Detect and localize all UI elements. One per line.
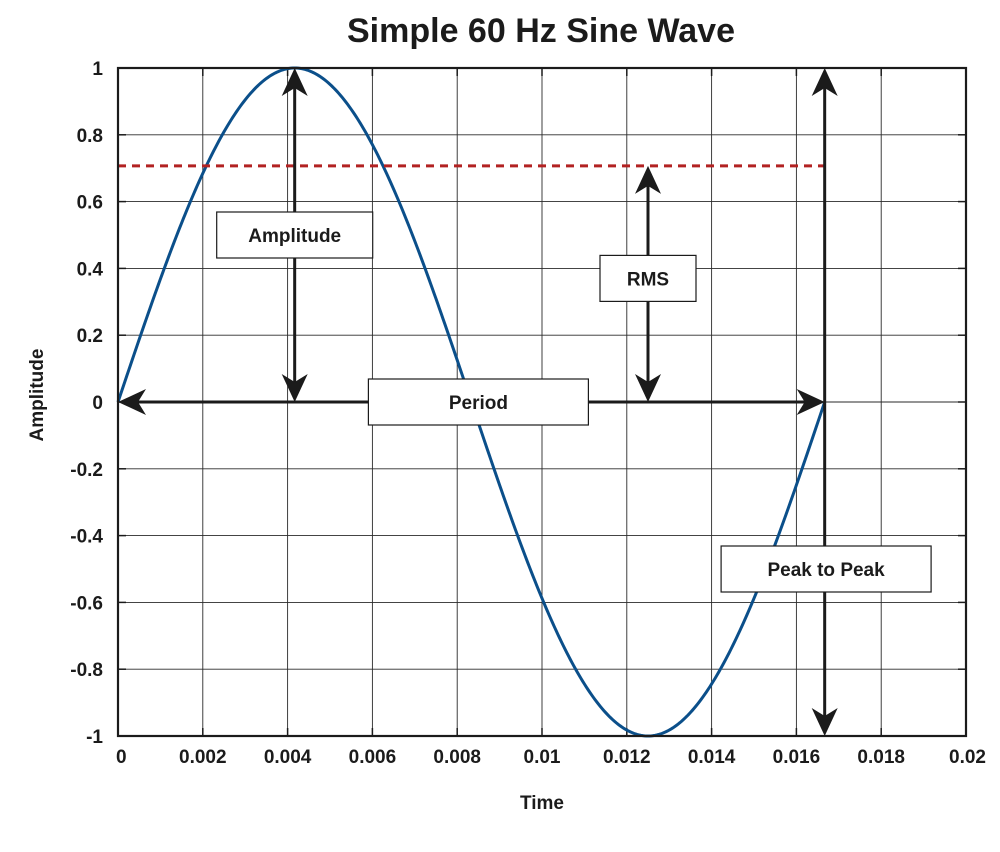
chart-title: Simple 60 Hz Sine Wave [347, 12, 735, 50]
annotation-labels: Amplitude RMS Period Peak to Peak [216, 211, 932, 593]
amplitude-arrowhead-end [281, 68, 308, 96]
x-axis-label: Time [520, 793, 564, 814]
amplitude-label-text: Amplitude [248, 226, 341, 247]
period-label-box [367, 378, 589, 426]
x-tick-label: 0.01 [524, 747, 561, 768]
plot-frame [116, 66, 968, 738]
amplitude-label-box [216, 211, 374, 259]
y-tick-label: 0 [92, 393, 103, 414]
period-arrowhead-start [118, 389, 146, 415]
period-label-text: Period [449, 393, 508, 414]
peak-to-peak-arrowhead-end [811, 68, 838, 96]
x-tick-label: 0.012 [603, 747, 651, 768]
y-tick-label: 1 [92, 59, 103, 80]
peak-to-peak-label-text: Peak to Peak [767, 560, 885, 581]
period-arrowhead-end [796, 389, 825, 415]
y-tick-label: -1 [86, 727, 103, 748]
y-tick-label: -0.6 [70, 593, 103, 614]
peak-to-peak-arrowhead-start [811, 708, 838, 736]
rms-label-box [599, 254, 697, 302]
amplitude-label: Amplitude [216, 211, 374, 259]
rms-arrowhead-end [635, 165, 661, 194]
x-tick-label: 0.02 [949, 747, 986, 768]
y-tick-label: -0.4 [70, 527, 103, 548]
x-tick-label: 0 [116, 747, 127, 768]
x-tick-label: 0.008 [433, 747, 481, 768]
rms-label: RMS [599, 254, 697, 302]
period-label: Period [367, 378, 589, 426]
amplitude-arrowhead-start [281, 374, 308, 402]
x-tick-label: 0.016 [773, 747, 821, 768]
x-tick-label: 0.004 [264, 747, 312, 768]
y-tick-label: -0.2 [70, 460, 103, 481]
y-tick-label: 0.2 [77, 326, 103, 347]
y-tick-label: -0.8 [70, 660, 103, 681]
x-tick-labels: 0 0.002 0.004 0.006 0.008 0.01 0.012 0.014 0.016… [116, 747, 986, 768]
y-axis-label: Amplitude [27, 349, 48, 442]
y-tick-label: 0.4 [77, 259, 104, 280]
rms-label-text: RMS [627, 269, 669, 290]
x-tick-label: 0.018 [857, 747, 905, 768]
x-tick-label: 0.002 [179, 747, 227, 768]
x-tick-label: 0.014 [688, 747, 736, 768]
peak-to-peak-label-box [720, 545, 932, 593]
y-tick-label: 0.8 [77, 126, 103, 147]
y-tick-labels: 1 0.8 0.6 0.4 0.2 0 -0.2 -0.4 -0.6 -0.8 -1 [70, 59, 103, 748]
rms-arrowhead-start [635, 374, 661, 402]
x-tick-label: 0.006 [349, 747, 397, 768]
peak-to-peak-label: Peak to Peak [720, 545, 932, 593]
y-tick-label: 0.6 [77, 193, 103, 214]
